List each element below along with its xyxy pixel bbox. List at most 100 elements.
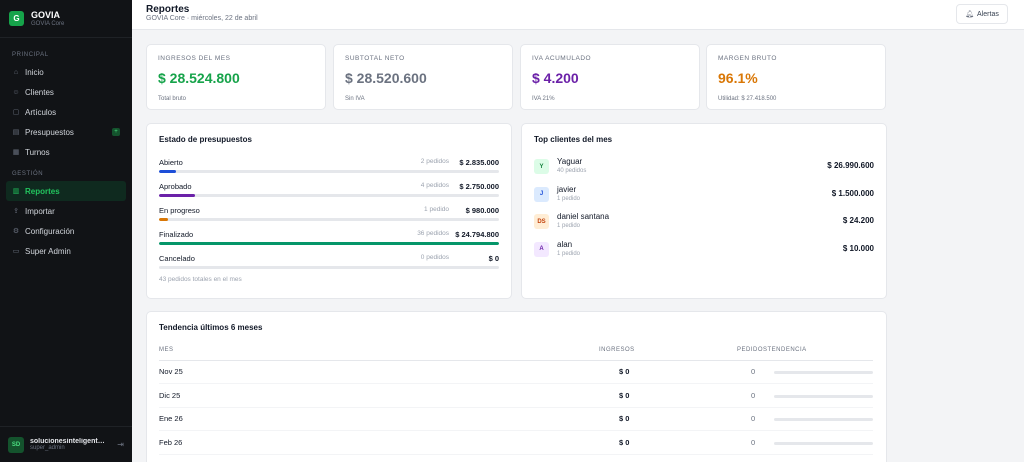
- sidebar-item-label: Presupuestos: [25, 127, 74, 137]
- sidebar-item-label: Clientes: [25, 87, 54, 97]
- sidebar-item-label: Artículos: [25, 107, 57, 117]
- cell-pedidos: 0: [751, 437, 756, 447]
- monitor-icon: ▭: [12, 248, 20, 255]
- card-title: Top clientes del mes: [534, 135, 613, 144]
- logout-icon[interactable]: ⇥: [117, 440, 124, 449]
- status-progress-track: [159, 242, 499, 245]
- sidebar-item-turnos[interactable]: ▦ Turnos: [6, 142, 126, 162]
- brand-subtitle: GOVIA Core: [31, 20, 65, 27]
- status-name: Aprobado: [159, 182, 192, 191]
- nav-principal: ⌂ Inicio ☺ Clientes ▢ Artículos ▤ Presup…: [6, 62, 126, 162]
- gear-icon: ⚙: [12, 228, 20, 235]
- client-name: Yaguar: [557, 157, 583, 166]
- sidebar-item-presupuestos[interactable]: ▤ Presupuestos +: [6, 122, 126, 142]
- sidebar-item-configuracion[interactable]: ⚙ Configuración: [6, 221, 126, 241]
- client-name: alan: [557, 239, 573, 249]
- client-row[interactable]: Y Yaguar 40 pedidos $ 26.990.600: [534, 157, 874, 181]
- upload-icon: ⇪: [13, 208, 19, 215]
- col-mes[interactable]: MES: [159, 347, 174, 353]
- kpi-note: Sin IVA: [345, 96, 365, 102]
- status-name: En progreso: [159, 206, 200, 215]
- status-count: 36 pedidos: [417, 230, 449, 237]
- sidebar-item-importar[interactable]: ⇪ Importar: [6, 201, 126, 221]
- cell-pedidos: 0: [751, 367, 756, 376]
- brand-name: GOVIA: [31, 9, 61, 20]
- client-orders: 40 pedidos: [557, 168, 587, 174]
- client-name: javier: [557, 184, 577, 194]
- estado-presupuestos-card: Estado de presupuestos Abierto 2 pedidos $…: [146, 123, 512, 299]
- client-amount: $ 1.500.000: [831, 188, 874, 198]
- box-icon: ▢: [12, 109, 20, 116]
- kpi-note: Total bruto: [158, 96, 187, 102]
- status-total: 43 pedidos totales en el mes: [159, 276, 242, 283]
- col-ingresos[interactable]: INGRESOS: [599, 347, 635, 353]
- page-title: Reportes: [146, 4, 190, 15]
- client-avatar: Y: [534, 159, 549, 174]
- top-clientes-card: Top clientes del mes Y Yaguar 40 pedidos $ …: [521, 123, 887, 299]
- status-count: 2 pedidos: [420, 158, 449, 165]
- status-amount: $ 2.750.000: [459, 182, 499, 191]
- status-progress-track: [159, 194, 499, 197]
- brand[interactable]: G GOVIA GOVIA Core: [0, 0, 132, 38]
- table-row: Nov 25 $ 0 0: [159, 361, 873, 384]
- avatar[interactable]: SD: [8, 436, 24, 453]
- kpi-card-subtotal: SUBTOTAL NETO $ 28.520.600 Sin IVA: [333, 44, 513, 110]
- status-progress-track: [159, 218, 499, 221]
- cell-ingresos: $ 0: [619, 390, 630, 400]
- kpi-label: SUBTOTAL NETO: [345, 55, 405, 62]
- users-icon: ☺: [12, 88, 20, 96]
- sidebar-item-super-admin[interactable]: ▭ Super Admin: [6, 241, 126, 261]
- kpi-label: MARGEN BRUTO: [718, 55, 777, 62]
- sidebar-item-clientes[interactable]: ☺ Clientes: [6, 82, 126, 102]
- status-progress-fill: [159, 218, 168, 221]
- section-label-gestion: GESTIÓN: [12, 171, 44, 177]
- user-role: super_admin: [30, 445, 65, 451]
- status-name: Abierto: [159, 158, 183, 167]
- kpi-value: $ 28.524.800: [158, 70, 240, 86]
- card-title: Tendencia últimos 6 meses: [159, 323, 263, 332]
- user-name: solucionesinteligente...: [30, 438, 106, 445]
- status-progress-track: [159, 170, 499, 173]
- status-name: Cancelado: [159, 254, 195, 263]
- kpi-value: $ 28.520.600: [345, 70, 427, 86]
- cell-pedidos: 0: [751, 414, 756, 423]
- sidebar-item-inicio[interactable]: ⌂ Inicio: [6, 62, 126, 82]
- status-progress-fill: [159, 194, 195, 197]
- table-row: Dic 25 $ 0 0: [159, 385, 873, 408]
- trend-bar: [774, 394, 873, 398]
- section-label-principal: PRINCIPAL: [12, 52, 49, 58]
- cell-mes: Feb 26: [159, 437, 183, 447]
- cell-ingresos: $ 0: [619, 414, 630, 423]
- client-row[interactable]: DS daniel santana 1 pedido $ 24.200: [534, 212, 874, 236]
- alerts-button[interactable]: 🔔︎ Alertas: [956, 4, 1008, 24]
- kpi-value: 96.1%: [718, 70, 758, 86]
- cell-mes: Nov 25: [159, 367, 183, 376]
- sidebar-item-articulos[interactable]: ▢ Artículos: [6, 102, 126, 122]
- col-pedidos-tendencia[interactable]: PEDIDOSTENDENCIA: [737, 347, 807, 353]
- kpi-card-ingresos: INGRESOS DEL MES $ 28.524.800 Total brut…: [146, 44, 326, 110]
- trend-bar: [774, 418, 873, 421]
- sidebar: G GOVIA GOVIA Core PRINCIPAL ⌂ Inicio ☺ …: [0, 0, 132, 462]
- status-count: 4 pedidos: [420, 182, 449, 189]
- client-amount: $ 26.990.600: [827, 161, 874, 170]
- trend-bar: [774, 371, 873, 374]
- kpi-note: IVA 21%: [532, 96, 555, 102]
- alerts-label: Alertas: [977, 10, 999, 18]
- cell-ingresos: $ 0: [619, 367, 630, 376]
- table-header: MES INGRESOS PEDIDOSTENDENCIA: [159, 345, 873, 361]
- status-row: Cancelado 0 pedidos $ 0: [159, 254, 499, 274]
- page-subtitle: GOVIA Core · miércoles, 22 de abril: [146, 15, 258, 22]
- cell-pedidos: 0: [751, 390, 756, 400]
- status-row: Finalizado 36 pedidos $ 24.794.800: [159, 230, 499, 250]
- trend-bar: [774, 441, 873, 445]
- cell-mes: Ene 26: [159, 414, 183, 423]
- new-badge[interactable]: +: [112, 128, 120, 136]
- sidebar-item-reportes[interactable]: ▥ Reportes: [6, 181, 126, 201]
- kpi-value: $ 4.200: [532, 70, 579, 86]
- sidebar-item-label: Super Admin: [25, 246, 71, 256]
- kpi-card-iva: IVA ACUMULADO $ 4.200 IVA 21%: [520, 44, 700, 110]
- status-row: En progreso 1 pedido $ 980.000: [159, 206, 499, 226]
- client-orders: 1 pedido: [557, 250, 581, 257]
